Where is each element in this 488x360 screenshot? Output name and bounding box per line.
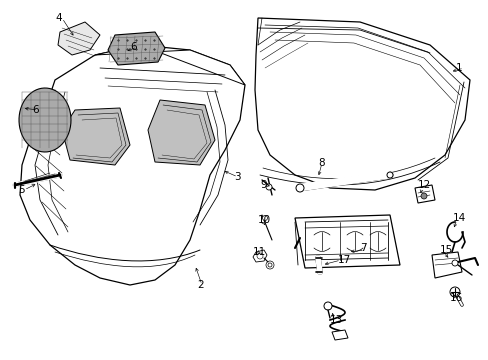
Text: 1: 1 <box>455 63 462 73</box>
Polygon shape <box>254 18 469 190</box>
Polygon shape <box>20 45 244 285</box>
Polygon shape <box>148 100 215 165</box>
Text: 6: 6 <box>130 42 136 52</box>
Polygon shape <box>414 185 434 203</box>
Circle shape <box>262 216 267 220</box>
Circle shape <box>420 193 426 199</box>
Polygon shape <box>431 252 461 278</box>
Text: 14: 14 <box>452 213 465 223</box>
Text: 5: 5 <box>18 185 24 195</box>
Circle shape <box>451 260 457 266</box>
Text: 3: 3 <box>234 172 240 182</box>
Circle shape <box>386 172 392 178</box>
Polygon shape <box>95 45 244 85</box>
Polygon shape <box>331 330 347 340</box>
Text: 4: 4 <box>55 13 61 23</box>
Text: 12: 12 <box>417 180 430 190</box>
Polygon shape <box>62 108 130 165</box>
Circle shape <box>265 184 271 190</box>
Circle shape <box>324 302 331 310</box>
Text: 2: 2 <box>197 280 203 290</box>
Circle shape <box>265 261 273 269</box>
Text: 16: 16 <box>449 293 462 303</box>
Text: 17: 17 <box>337 255 350 265</box>
Text: 11: 11 <box>252 247 265 257</box>
Polygon shape <box>58 22 100 55</box>
Polygon shape <box>294 215 399 268</box>
Text: 9: 9 <box>260 180 266 190</box>
Text: 6: 6 <box>32 105 39 115</box>
Circle shape <box>295 184 304 192</box>
Text: 8: 8 <box>317 158 324 168</box>
Text: 7: 7 <box>359 243 366 253</box>
Polygon shape <box>252 250 266 262</box>
Circle shape <box>257 253 263 259</box>
Polygon shape <box>108 32 164 65</box>
Circle shape <box>449 287 459 297</box>
Text: 13: 13 <box>329 315 343 325</box>
Circle shape <box>267 263 271 267</box>
Text: 15: 15 <box>439 245 452 255</box>
Polygon shape <box>19 88 71 152</box>
Text: 10: 10 <box>258 215 270 225</box>
